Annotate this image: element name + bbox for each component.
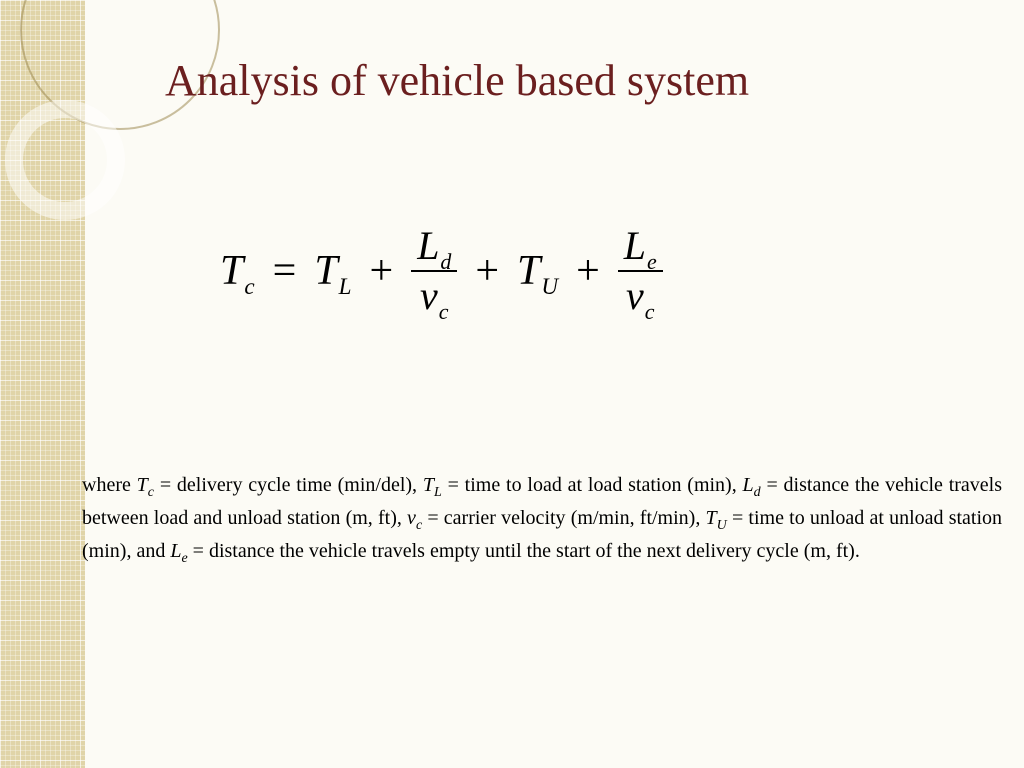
legend-subscript: c — [148, 485, 154, 500]
legend-symbol: T — [137, 474, 148, 496]
eq-variable: TL — [314, 247, 351, 295]
legend-symbol: L — [170, 540, 181, 562]
legend-subscript: d — [754, 485, 761, 500]
decorative-ring — [5, 100, 125, 220]
eq-variable: Le — [624, 225, 657, 267]
eq-fraction: Ld vc — [411, 225, 457, 317]
legend-subscript: c — [416, 518, 422, 533]
eq-variable: Ld — [417, 225, 451, 267]
legend-symbol: T — [423, 474, 434, 496]
eq-operator: + — [471, 247, 503, 295]
legend-subscript: U — [717, 518, 727, 533]
eq-variable: Tc — [220, 247, 255, 295]
eq-operator: = — [269, 247, 301, 295]
legend-symbol: v — [407, 507, 416, 529]
variable-legend: where Tc = delivery cycle time (min/del)… — [82, 470, 1002, 569]
slide-title: Analysis of vehicle based system — [165, 55, 749, 106]
legend-symbol: L — [743, 474, 754, 496]
eq-fraction: Le vc — [618, 225, 663, 317]
eq-variable: vc — [626, 275, 654, 317]
main-equation: Tc = TL + Ld vc + TU + Le vc — [220, 225, 663, 317]
legend-symbol: T — [706, 507, 717, 529]
eq-operator: + — [366, 247, 398, 295]
eq-variable: TU — [517, 247, 558, 295]
legend-subscript: e — [181, 551, 187, 566]
legend-subscript: L — [434, 485, 442, 500]
eq-variable: vc — [420, 275, 448, 317]
eq-operator: + — [572, 247, 604, 295]
